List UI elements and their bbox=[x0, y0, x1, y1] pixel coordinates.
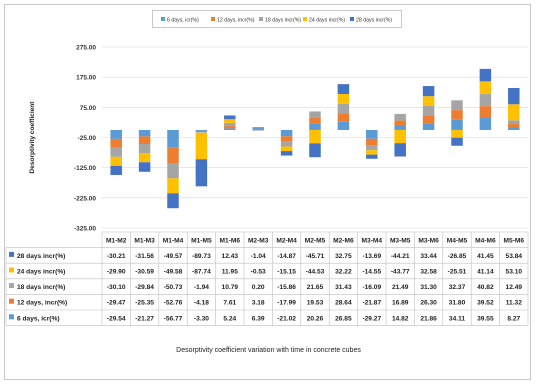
chart-legend: 6 days, icr(%) 12 days, incr(%) 18 days in… bbox=[152, 10, 402, 28]
legend-label: 24 days incr(%) bbox=[309, 18, 345, 24]
legend-label: 12 days, incr(%) bbox=[217, 18, 255, 24]
legend-swatch bbox=[350, 17, 354, 21]
chart-frame bbox=[4, 4, 531, 380]
legend-svg: 6 days, icr(%) 12 days, incr(%) 18 days in… bbox=[161, 17, 392, 24]
legend-label: 28 days incr(%) bbox=[356, 18, 392, 24]
legend-swatch bbox=[211, 17, 215, 21]
legend-swatch bbox=[259, 17, 263, 21]
legend-label: 6 days, icr(%) bbox=[167, 18, 199, 24]
legend-swatch bbox=[303, 17, 307, 21]
legend-label: 18 days incr(%) bbox=[265, 18, 301, 24]
legend-swatch bbox=[161, 17, 165, 21]
chart-caption: Desorptivity coefficient variation with … bbox=[176, 347, 361, 354]
